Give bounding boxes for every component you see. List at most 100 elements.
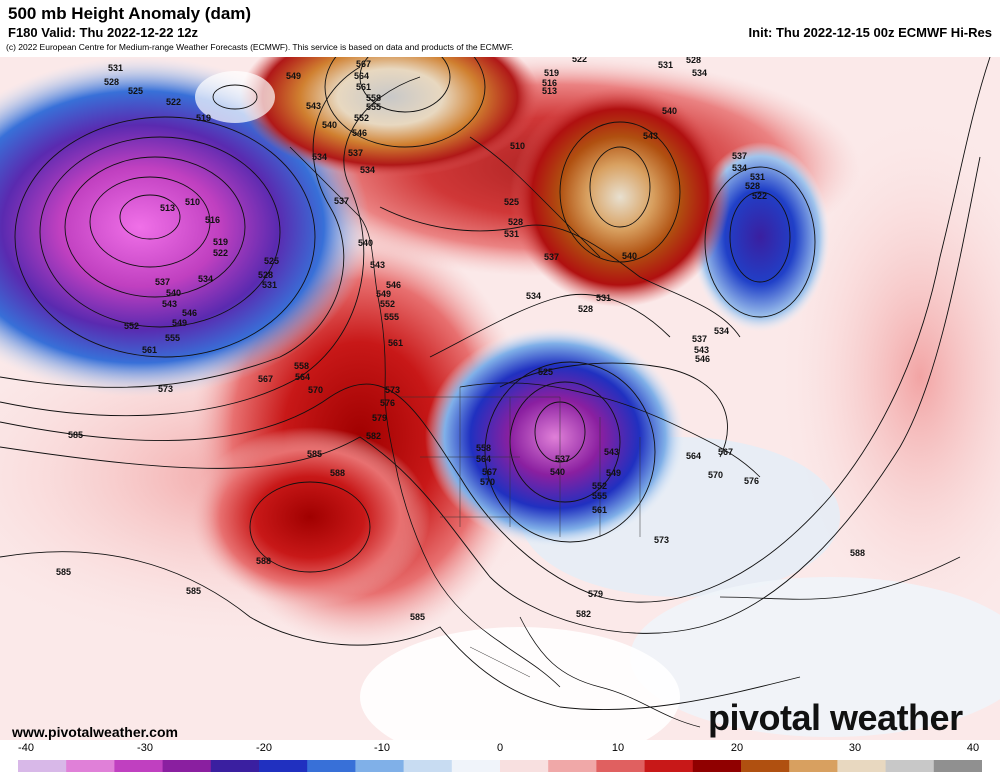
contour-label: 555 bbox=[384, 312, 399, 322]
contour-label: 576 bbox=[380, 398, 395, 408]
contour-label: 561 bbox=[142, 345, 157, 355]
colorbar-segment bbox=[692, 760, 742, 772]
contour-label: 519 bbox=[213, 237, 228, 247]
contour-label: 555 bbox=[165, 333, 180, 343]
contour-label: 573 bbox=[654, 535, 669, 545]
contour-label: 537 bbox=[334, 196, 349, 206]
contour-label: 534 bbox=[692, 68, 707, 78]
contour-label: 525 bbox=[504, 197, 519, 207]
contour-label: 510 bbox=[510, 141, 525, 151]
contour-label: 549 bbox=[172, 318, 187, 328]
contour-label: 585 bbox=[186, 586, 201, 596]
contour-label: 570 bbox=[308, 385, 323, 395]
contour-label: 537 bbox=[692, 334, 707, 344]
contour-label: 522 bbox=[166, 97, 181, 107]
colorbar-tick: 20 bbox=[730, 742, 744, 754]
bering-neutral-spot bbox=[195, 71, 275, 123]
init-time: Init: Thu 2022-12-15 00z ECMWF Hi-Res bbox=[748, 25, 992, 40]
caribbean-neutral-region bbox=[630, 577, 1000, 737]
contour-label: 567 bbox=[258, 374, 273, 384]
colorbar-tick: 30 bbox=[848, 742, 862, 754]
contour-label: 555 bbox=[366, 102, 381, 112]
colorbar-segment bbox=[933, 760, 982, 772]
colorbar-segment bbox=[596, 760, 646, 772]
header-bar: 500 mb Height Anomaly (dam) F180 Valid: … bbox=[0, 0, 1000, 57]
colorbar-segment bbox=[259, 760, 308, 772]
colorbar-segment bbox=[66, 760, 115, 772]
colorbar-segment bbox=[114, 760, 164, 772]
contour-label: 519 bbox=[544, 68, 559, 78]
website-link[interactable]: www.pivotalweather.com bbox=[12, 724, 178, 740]
contour-label: 573 bbox=[385, 385, 400, 395]
contour-label: 522 bbox=[572, 57, 587, 64]
mexico-neutral-region bbox=[360, 627, 680, 740]
contour-label: 585 bbox=[410, 612, 425, 622]
contour-label: 543 bbox=[162, 299, 177, 309]
contour-label: 537 bbox=[555, 454, 570, 464]
colorbar-segment bbox=[451, 760, 501, 772]
contour-label: 513 bbox=[542, 86, 557, 96]
contour-label: 534 bbox=[360, 165, 375, 175]
contour-label: 519 bbox=[196, 113, 211, 123]
coastlines bbox=[289, 136, 961, 728]
contour-label: 528 bbox=[686, 57, 701, 65]
contour-label: 537 bbox=[732, 151, 747, 161]
contour-label: 531 bbox=[596, 293, 611, 303]
contour-label: 534 bbox=[526, 291, 541, 301]
contour-label: 534 bbox=[714, 326, 729, 336]
colorbar-segment bbox=[548, 760, 597, 772]
contour-label: 582 bbox=[366, 431, 381, 441]
colorbar-segment bbox=[789, 760, 838, 772]
contour-label: 573 bbox=[158, 384, 173, 394]
contour-label: 528 bbox=[258, 270, 273, 280]
colorbar-tick: 40 bbox=[966, 742, 980, 754]
contour-label: 537 bbox=[544, 252, 559, 262]
colorbar-segment bbox=[355, 760, 405, 772]
valid-time: F180 Valid: Thu 2022-12-22 12z bbox=[8, 25, 199, 40]
contour-label: 543 bbox=[643, 131, 658, 141]
contour-label: 528 bbox=[745, 181, 760, 191]
contour-label: 537 bbox=[348, 148, 363, 158]
central-us-low-anomaly bbox=[425, 327, 685, 547]
map-canvas: 531 528 525 522 519 513 510 516 519 522 … bbox=[0, 57, 1000, 740]
contour-label: 537 bbox=[155, 277, 170, 287]
colorbar-segment bbox=[741, 760, 790, 772]
contour-label: 540 bbox=[622, 251, 637, 261]
contour-label: 546 bbox=[182, 308, 197, 318]
anomaly-map: 531 528 525 522 519 513 510 516 519 522 … bbox=[0, 57, 1000, 740]
colorbar bbox=[18, 760, 982, 772]
colorbar-tick: -20 bbox=[256, 742, 272, 754]
contour-label: 540 bbox=[166, 288, 181, 298]
contour-label: 543 bbox=[694, 345, 709, 355]
contour-label: 531 bbox=[504, 229, 519, 239]
contour-label: 570 bbox=[708, 470, 723, 480]
contour-label: 585 bbox=[307, 449, 322, 459]
contour-label: 579 bbox=[372, 413, 387, 423]
state-borders bbox=[400, 387, 641, 678]
contour-label: 567 bbox=[356, 59, 371, 69]
contour-label: 543 bbox=[604, 447, 619, 457]
contour-label: 540 bbox=[322, 120, 337, 130]
contour-label: 534 bbox=[312, 152, 327, 162]
contour-label: 534 bbox=[732, 163, 747, 173]
contour-label: 525 bbox=[538, 367, 553, 377]
contour-label: 543 bbox=[370, 260, 385, 270]
contour-label: 513 bbox=[160, 203, 175, 213]
contour-label: 564 bbox=[686, 451, 701, 461]
contour-label: 552 bbox=[354, 113, 369, 123]
contour-label: 516 bbox=[205, 215, 220, 225]
contour-label: 540 bbox=[358, 238, 373, 248]
contour-label: 516 bbox=[542, 78, 557, 88]
map-title: 500 mb Height Anomaly (dam) bbox=[8, 4, 252, 23]
contour-label: 561 bbox=[592, 505, 607, 515]
contour-label: 564 bbox=[295, 372, 310, 382]
contour-label: 564 bbox=[354, 71, 369, 81]
contour-label: 552 bbox=[124, 321, 139, 331]
contour-label: 528 bbox=[578, 304, 593, 314]
contour-label: 546 bbox=[352, 128, 367, 138]
contour-label: 531 bbox=[262, 280, 277, 290]
contour-label: 567 bbox=[482, 467, 497, 477]
north-high-anomaly bbox=[240, 57, 540, 177]
colorbar-segment bbox=[885, 760, 935, 772]
colorbar-tick: -30 bbox=[137, 742, 153, 754]
